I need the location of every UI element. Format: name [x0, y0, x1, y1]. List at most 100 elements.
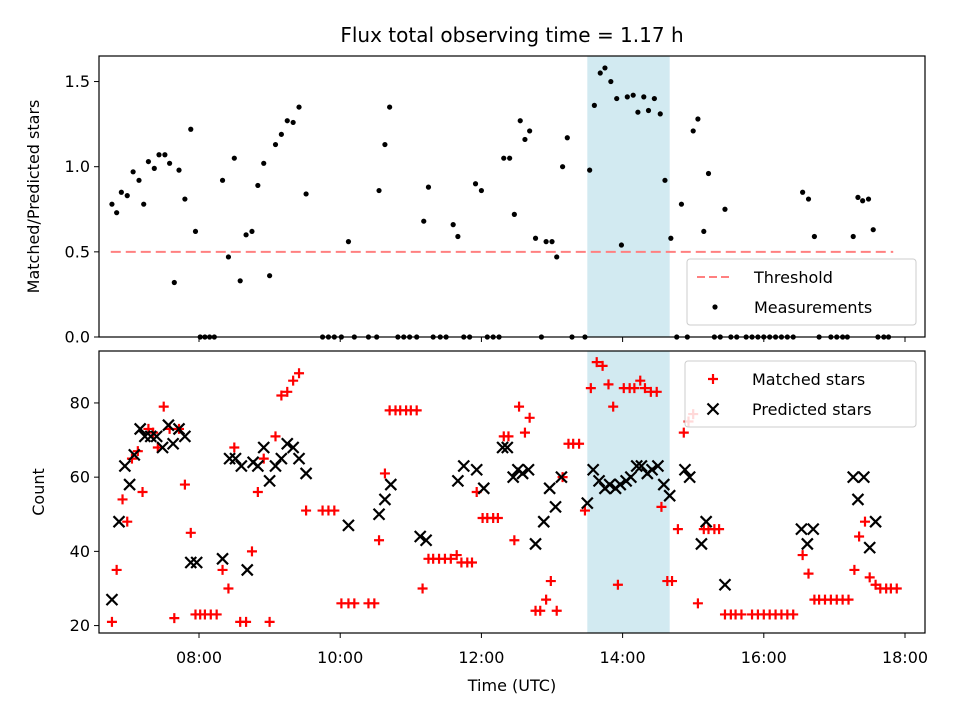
data-point: [532, 235, 539, 241]
data-point: [145, 158, 152, 165]
data-point: [549, 500, 562, 514]
data-point: [374, 535, 385, 546]
data-point: [695, 116, 701, 122]
data-point: [555, 470, 568, 484]
legend-label: Measurements: [754, 298, 872, 317]
data-point: [421, 218, 427, 224]
data-point: [541, 594, 552, 605]
data-point: [141, 201, 147, 207]
data-point: [258, 453, 269, 464]
data-point: [624, 470, 638, 484]
data-point: [859, 516, 870, 527]
data-point: [535, 605, 546, 616]
legend-marker-x: [706, 402, 720, 416]
data-point: [509, 535, 520, 546]
data-point: [211, 609, 222, 620]
data-point: [413, 530, 427, 543]
data-point: [645, 463, 659, 477]
data-point: [602, 65, 608, 71]
data-point: [797, 550, 808, 561]
data-point: [846, 470, 860, 484]
data-point: [128, 448, 141, 462]
data-point: [379, 468, 390, 479]
data-point: [597, 360, 608, 371]
y-tick-label: 60: [70, 468, 90, 487]
data-point: [811, 233, 817, 240]
data-point: [282, 386, 293, 397]
x-tick-label: 10:00: [317, 648, 363, 667]
data-point: [216, 552, 229, 566]
legend-marker-dot: [712, 304, 718, 310]
data-point: [290, 119, 296, 126]
data-point: [223, 583, 234, 594]
data-point: [171, 279, 177, 286]
data-point: [514, 401, 525, 412]
data-point: [516, 467, 529, 480]
data-point: [501, 155, 507, 161]
data-point: [529, 537, 542, 551]
data-point: [477, 482, 491, 495]
data-point: [376, 187, 382, 194]
data-point: [597, 70, 603, 76]
data-point: [255, 182, 261, 189]
data-point: [801, 537, 814, 551]
data-point: [225, 254, 232, 260]
data-point: [185, 527, 196, 538]
data-point: [855, 194, 861, 200]
x-tick-label: 18:00: [882, 648, 928, 667]
data-point: [656, 501, 667, 512]
x-tick-label: 08:00: [176, 648, 222, 667]
data-point: [411, 405, 422, 416]
data-point: [639, 383, 650, 394]
data-point: [162, 418, 175, 432]
data-point: [329, 505, 340, 516]
data-point: [519, 427, 530, 438]
data-point: [657, 111, 663, 117]
data-point: [854, 531, 865, 542]
data-point: [130, 169, 136, 175]
data-point: [169, 613, 180, 624]
data-point: [419, 533, 433, 547]
data-point: [492, 512, 503, 523]
data-point: [522, 463, 535, 477]
data-point: [645, 107, 652, 114]
data-point: [124, 193, 130, 199]
data-point: [219, 177, 226, 183]
data-point: [503, 431, 514, 442]
data-point: [651, 95, 657, 102]
data-point: [668, 235, 674, 241]
data-point: [863, 541, 876, 554]
data-point: [451, 550, 462, 561]
data-point: [264, 616, 275, 627]
data-point: [457, 459, 471, 473]
data-point: [549, 239, 555, 245]
data-point: [182, 196, 188, 202]
data-point: [466, 557, 477, 568]
data-point: [288, 375, 299, 386]
data-point: [190, 556, 203, 569]
data-point: [114, 210, 120, 216]
data-point: [299, 467, 313, 480]
data-point: [123, 478, 136, 491]
data-point: [257, 441, 271, 454]
data-point: [517, 118, 523, 124]
data-point: [384, 478, 398, 491]
data-point: [891, 583, 902, 594]
data-point: [470, 463, 483, 477]
data-point: [635, 109, 641, 115]
data-point: [630, 459, 644, 473]
data-point: [267, 273, 273, 279]
data-point: [672, 524, 683, 535]
data-point: [249, 228, 255, 235]
data-point: [865, 196, 872, 202]
data-point: [678, 427, 689, 438]
data-point: [292, 452, 306, 465]
data-point: [166, 437, 180, 451]
data-point: [158, 401, 169, 412]
count-panel: 20 40 60 80 08:00 10:00 12:00 14:00 16:00 18:00 Co…: [29, 350, 928, 695]
data-point: [122, 516, 133, 527]
data-point: [372, 507, 386, 521]
data-point: [345, 239, 352, 245]
data-point: [150, 430, 163, 443]
